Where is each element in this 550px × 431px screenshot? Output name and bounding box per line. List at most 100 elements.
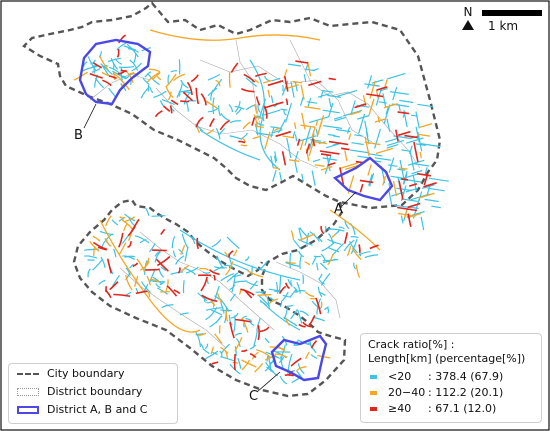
road-segment bbox=[255, 72, 267, 77]
road-segment bbox=[240, 88, 255, 93]
road-segment bbox=[229, 135, 243, 140]
road-segment bbox=[124, 255, 135, 258]
road-segment bbox=[255, 290, 267, 293]
leader-b bbox=[83, 103, 97, 129]
road-segment bbox=[254, 116, 262, 119]
road-segment bbox=[379, 87, 388, 92]
road-segment bbox=[367, 164, 372, 176]
road-segment bbox=[209, 117, 215, 128]
road-segment bbox=[210, 346, 215, 355]
road-segment bbox=[274, 151, 278, 162]
road-segment bbox=[328, 133, 336, 137]
district-boundaries bbox=[89, 39, 421, 349]
road-segment bbox=[290, 230, 295, 241]
road-segment bbox=[413, 141, 419, 163]
road-segment bbox=[358, 244, 361, 253]
road-segment bbox=[387, 72, 406, 80]
road-segment bbox=[396, 187, 412, 192]
road-segment bbox=[304, 106, 321, 110]
road-segment bbox=[298, 323, 306, 328]
road-segment bbox=[378, 101, 387, 104]
road-segment bbox=[327, 228, 345, 232]
road-segment bbox=[376, 86, 388, 91]
boundary-legend: City boundary District boundary District… bbox=[8, 363, 178, 424]
road-segment bbox=[139, 261, 150, 271]
road-segment bbox=[343, 239, 355, 252]
road-segment bbox=[184, 246, 189, 262]
road-segment bbox=[116, 48, 120, 58]
road-segment bbox=[385, 137, 399, 143]
road-segment bbox=[283, 110, 287, 116]
road-segment bbox=[92, 62, 102, 69]
road-segment bbox=[398, 180, 404, 200]
road-segment bbox=[368, 174, 373, 186]
road-segment bbox=[328, 233, 334, 245]
road-segment bbox=[319, 150, 340, 155]
road-segment bbox=[369, 173, 375, 187]
road-segment bbox=[116, 42, 127, 51]
road-segment bbox=[185, 266, 199, 274]
crack-value: : 112.2 (20.1) bbox=[428, 386, 504, 399]
road-segment bbox=[113, 72, 116, 80]
road-segment bbox=[409, 145, 413, 155]
road-segment bbox=[264, 337, 270, 344]
road-segment bbox=[299, 310, 309, 317]
road-segment bbox=[200, 343, 204, 349]
road-segment bbox=[359, 183, 364, 193]
road-segment bbox=[149, 279, 165, 283]
road-segment bbox=[293, 240, 302, 250]
road-segment bbox=[166, 285, 178, 297]
road-segment bbox=[411, 114, 418, 117]
road-segment bbox=[177, 266, 181, 274]
road-segment bbox=[89, 73, 103, 79]
road-segment bbox=[296, 366, 307, 372]
road-segment bbox=[257, 104, 261, 114]
road-segment bbox=[322, 109, 340, 114]
road-segment bbox=[140, 281, 151, 294]
road-segment bbox=[254, 103, 258, 114]
road-segment bbox=[201, 294, 218, 303]
district-a-label: A bbox=[334, 202, 343, 217]
road-segment bbox=[251, 117, 256, 126]
road-segment bbox=[91, 67, 101, 73]
road-segment bbox=[294, 151, 299, 161]
road-segment bbox=[302, 321, 312, 328]
crack-range: <20 bbox=[388, 370, 412, 383]
road-segment bbox=[282, 294, 292, 298]
road-segment bbox=[119, 216, 126, 219]
legend-label: District A, B and C bbox=[47, 403, 148, 416]
road-segment bbox=[284, 374, 295, 377]
road-segment bbox=[264, 75, 270, 82]
road-segment bbox=[327, 238, 342, 245]
road-segment bbox=[234, 106, 245, 110]
road-segment bbox=[406, 210, 425, 218]
road-segment bbox=[145, 257, 150, 265]
road-segment bbox=[195, 333, 204, 336]
road-segment bbox=[212, 351, 218, 355]
road-segment bbox=[298, 250, 305, 258]
road-segment bbox=[130, 218, 140, 233]
road-segment bbox=[104, 289, 112, 299]
road-segment bbox=[112, 61, 115, 69]
road-segment bbox=[399, 99, 414, 104]
road-segment bbox=[298, 233, 316, 242]
road-segment bbox=[282, 135, 295, 139]
road-segment bbox=[403, 198, 418, 202]
road-segment bbox=[270, 155, 274, 168]
road-segment bbox=[263, 101, 284, 109]
road-segment bbox=[145, 207, 150, 216]
road-segment bbox=[300, 124, 316, 128]
road-segment bbox=[431, 205, 441, 209]
road-segment bbox=[89, 241, 100, 252]
road-segment bbox=[224, 251, 229, 258]
road-segment bbox=[320, 225, 325, 235]
road-segment bbox=[140, 86, 151, 99]
road-segment bbox=[155, 283, 161, 289]
road-segment bbox=[388, 157, 395, 173]
road-segment bbox=[257, 324, 260, 341]
road-segment bbox=[320, 301, 323, 309]
road-segment bbox=[397, 168, 406, 171]
road-segment bbox=[208, 269, 220, 276]
